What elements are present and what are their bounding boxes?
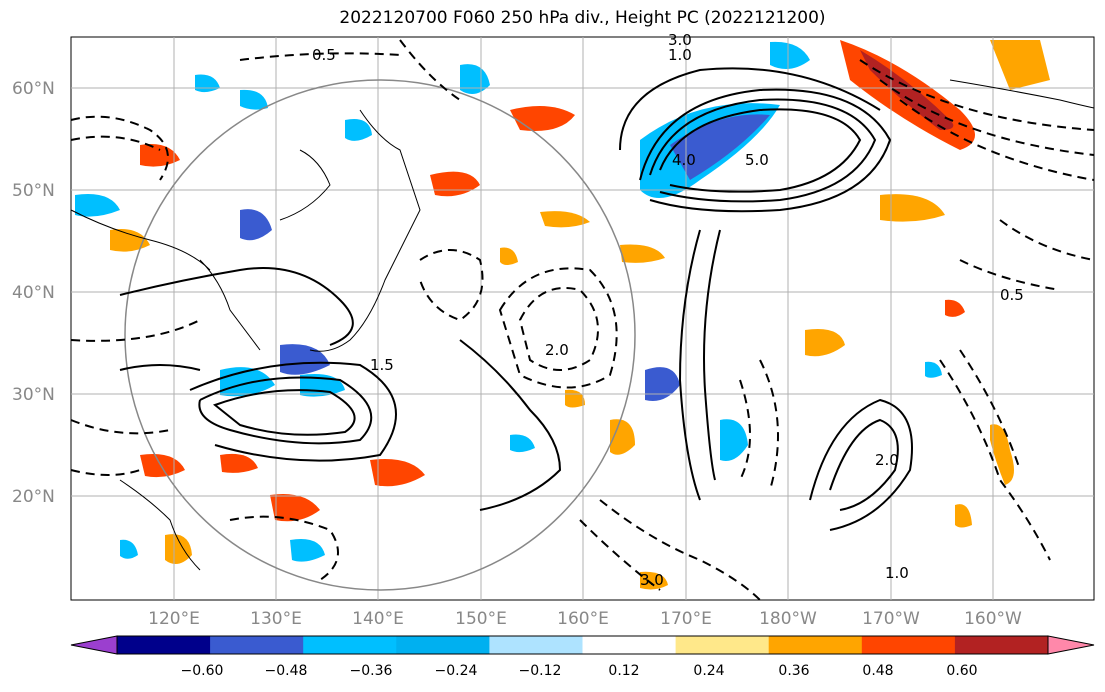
lat-label: 50°N: [12, 181, 55, 201]
contour-label: 3.0: [640, 571, 664, 589]
colorbar-label: 0.12: [608, 663, 639, 679]
contour-label: 1.0: [668, 46, 692, 64]
colorbar-swatch: [489, 636, 583, 654]
colorbar-swatch: [396, 636, 490, 654]
contour-label: 2.0: [545, 341, 569, 359]
contour-label: 4.0: [672, 151, 696, 169]
lon-labels: 120°E 130°E 140°E 150°E 160°E 170°E 180°…: [148, 609, 1022, 629]
contour-label: 0.5: [312, 46, 336, 64]
colorbar-label: 0.60: [946, 663, 977, 679]
colorbar-label: 0.36: [778, 663, 809, 679]
lon-label: 150°E: [455, 609, 507, 629]
colorbar-label: −0.60: [181, 663, 224, 679]
contour-label: 2.0: [875, 451, 899, 469]
height-contours-positive: [119, 67, 913, 531]
colorbar-swatch: [768, 636, 863, 654]
lon-label: 140°E: [352, 609, 404, 629]
lat-labels: 60°N 50°N 40°N 30°N 20°N: [12, 79, 55, 507]
lat-label: 60°N: [12, 79, 55, 99]
colorbar-extend-high: [1047, 635, 1095, 655]
lat-label: 20°N: [12, 487, 55, 507]
plot-title: 2022120700 F060 250 hPa div., Height PC …: [339, 8, 826, 28]
coastlines: [70, 79, 1095, 571]
contour-label: 5.0: [745, 151, 769, 169]
range-circle: [124, 79, 636, 591]
colorbar-swatch: [954, 636, 1049, 654]
contour-label: 1.0: [885, 564, 909, 582]
colorbar-swatch: [582, 636, 677, 654]
lon-label: 170°W: [862, 609, 920, 629]
contour-label: 3.0: [668, 31, 692, 49]
colorbar-label: 0.24: [693, 663, 724, 679]
lon-label: 160°W: [964, 609, 1022, 629]
colorbar-swatch: [675, 636, 770, 654]
map-panel: 0.5 1.0 1.5 2.0 3.0 5.0 4.0 0.5 1.0 2.0 …: [70, 31, 1095, 601]
lat-label: 30°N: [12, 385, 55, 405]
lon-label: 130°E: [250, 609, 302, 629]
lon-label: 180°W: [759, 609, 817, 629]
colorbar-label: 0.48: [862, 663, 893, 679]
lat-label: 40°N: [12, 283, 55, 303]
contour-label: 1.5: [370, 356, 394, 374]
colorbar-label: −0.48: [265, 663, 308, 679]
lon-label: 120°E: [148, 609, 200, 629]
colorbar-label: −0.24: [435, 663, 478, 679]
contour-labels: 0.5 1.0 1.5 2.0 3.0 5.0 4.0 0.5 1.0 2.0 …: [312, 31, 1024, 589]
colorbar-swatch: [117, 636, 211, 654]
colorbar-swatch: [861, 636, 956, 654]
lon-label: 160°E: [557, 609, 609, 629]
colorbar-label: −0.36: [350, 663, 393, 679]
colorbar-swatch: [303, 636, 397, 654]
colorbar-swatch: [210, 636, 304, 654]
contour-label: 0.5: [1000, 286, 1024, 304]
height-contours-negative: [70, 39, 1095, 601]
colorbar-label: −0.12: [519, 663, 562, 679]
colorbar-labels: −0.60 −0.48 −0.36 −0.24 −0.12 0.12 0.24 …: [181, 663, 978, 679]
colorbar: [70, 635, 1095, 655]
colorbar-extend-low: [70, 635, 118, 655]
lon-label: 170°E: [660, 609, 712, 629]
colorbar-frame: [116, 635, 1049, 655]
